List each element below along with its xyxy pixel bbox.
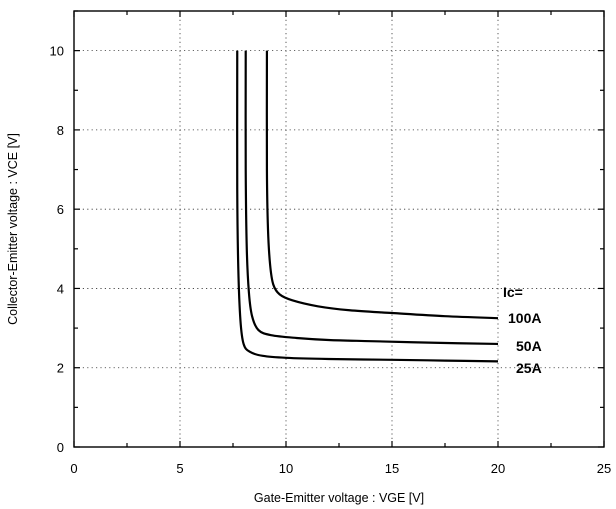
y-tick-label: 2 [57, 361, 64, 376]
x-tick-label: 25 [597, 461, 611, 476]
y-tick-label: 8 [57, 123, 64, 138]
y-tick-label: 0 [57, 440, 64, 455]
x-tick-label: 0 [70, 461, 77, 476]
series-label-50A: 50A [516, 338, 542, 354]
plot-frame [73, 10, 605, 448]
series-line-50A [244, 50, 499, 346]
y-tick-label: 6 [57, 202, 64, 217]
y-tick-label: 4 [57, 281, 64, 296]
tick-labels: 0 5 10 15 20 25 0 2 4 6 8 10 [50, 44, 612, 476]
x-tick-label: 20 [491, 461, 505, 476]
y-axis-title: Collector-Emitter voltage : VCE [V] [6, 133, 20, 325]
legend-title: Ic= [503, 284, 523, 300]
series-curves [236, 50, 499, 363]
axis-ticks [73, 10, 605, 448]
x-tick-label: 10 [279, 461, 293, 476]
series-label-25A: 25A [516, 360, 542, 376]
series-label-100A: 100A [508, 310, 541, 326]
x-tick-label: 5 [176, 461, 183, 476]
x-axis-title: Gate-Emitter voltage : VGE [V] [254, 491, 424, 505]
x-tick-label: 15 [385, 461, 399, 476]
grid [74, 11, 604, 447]
series-line-25A [236, 50, 499, 363]
series-line-100A [265, 50, 499, 320]
y-tick-label: 10 [50, 44, 64, 59]
